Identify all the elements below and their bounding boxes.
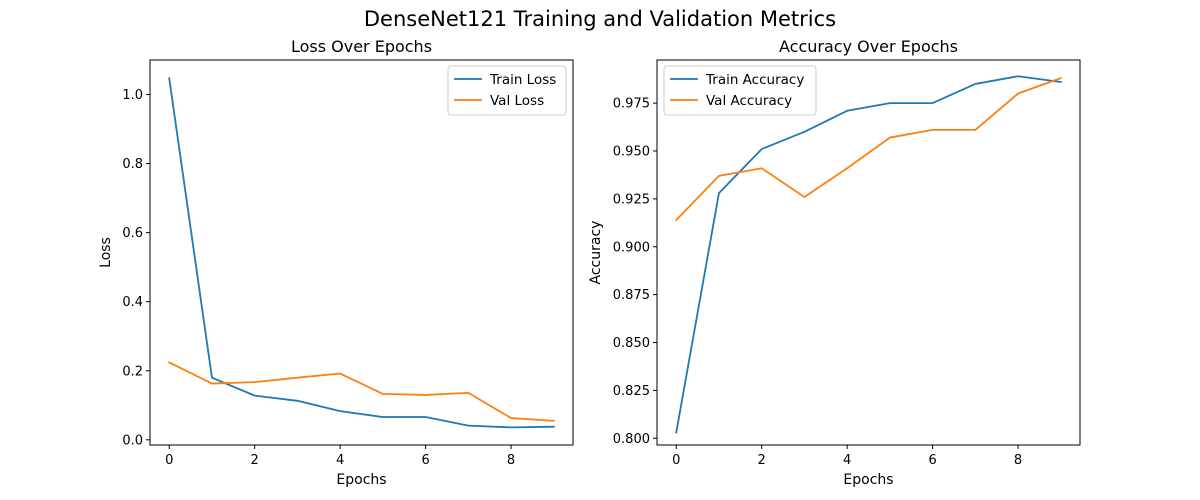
y-tick-label: 0.825 (613, 384, 650, 399)
x-tick-label: 0 (672, 453, 680, 468)
x-tick-label: 8 (1014, 453, 1022, 468)
plot-frame (656, 59, 1081, 446)
series-line-val (168, 361, 555, 422)
y-tick-label: 0.4 (122, 295, 143, 310)
series-line-train (675, 75, 1062, 434)
y-axis-label: Loss (98, 237, 114, 268)
legend-frame (663, 65, 817, 116)
plot-frame (149, 59, 574, 446)
legend-label: Val Loss (490, 93, 544, 109)
x-tick-label: 6 (421, 453, 429, 468)
y-tick-label: 0.850 (613, 336, 650, 351)
y-tick-label: 0.800 (613, 432, 650, 447)
series-line-val (674, 77, 1062, 222)
y-tick-label: 0.8 (122, 157, 143, 172)
x-tick-label: 6 (928, 453, 936, 468)
x-axis-label: Epochs (336, 472, 386, 488)
y-tick-label: 0.975 (613, 97, 650, 112)
x-tick-label: 2 (251, 453, 259, 468)
x-tick-label: 8 (507, 453, 515, 468)
y-tick-label: 0.900 (613, 240, 650, 255)
figure-title: DenseNet121 Training and Validation Metr… (364, 7, 836, 31)
x-tick-label: 0 (165, 453, 173, 468)
legend: Train Accuracy Val Accuracy (663, 65, 817, 116)
y-tick-label: 0.925 (613, 192, 650, 207)
series-line-train (168, 77, 555, 429)
y-tick-label: 0.875 (613, 288, 650, 303)
loss-chart: Loss Over Epochs 0 2 4 6 8 0.0 0.2 0.4 0.6 0.8 1.0 E… (98, 37, 574, 488)
x-axis-label: Epochs (843, 472, 893, 488)
legend-label: Train Loss (489, 72, 556, 88)
y-tick-label: 0.0 (122, 433, 143, 448)
chart-title: Loss Over Epochs (291, 37, 432, 56)
chart-title: Accuracy Over Epochs (779, 37, 958, 56)
x-tick-label: 4 (843, 453, 851, 468)
legend-label: Train Accuracy (705, 72, 804, 88)
y-tick-label: 0.6 (122, 226, 143, 241)
legend-label: Val Accuracy (706, 93, 792, 109)
y-tick-label: 0.2 (122, 364, 143, 379)
legend: Train Loss Val Loss (447, 65, 567, 116)
y-axis-label: Accuracy (588, 221, 604, 285)
accuracy-chart: Accuracy Over Epochs 0 2 4 6 8 0.800 0.825 0.850… (588, 37, 1081, 488)
x-tick-label: 2 (758, 453, 766, 468)
y-tick-label: 0.950 (613, 144, 650, 159)
y-tick-label: 1.0 (122, 88, 143, 103)
x-tick-label: 4 (336, 453, 344, 468)
